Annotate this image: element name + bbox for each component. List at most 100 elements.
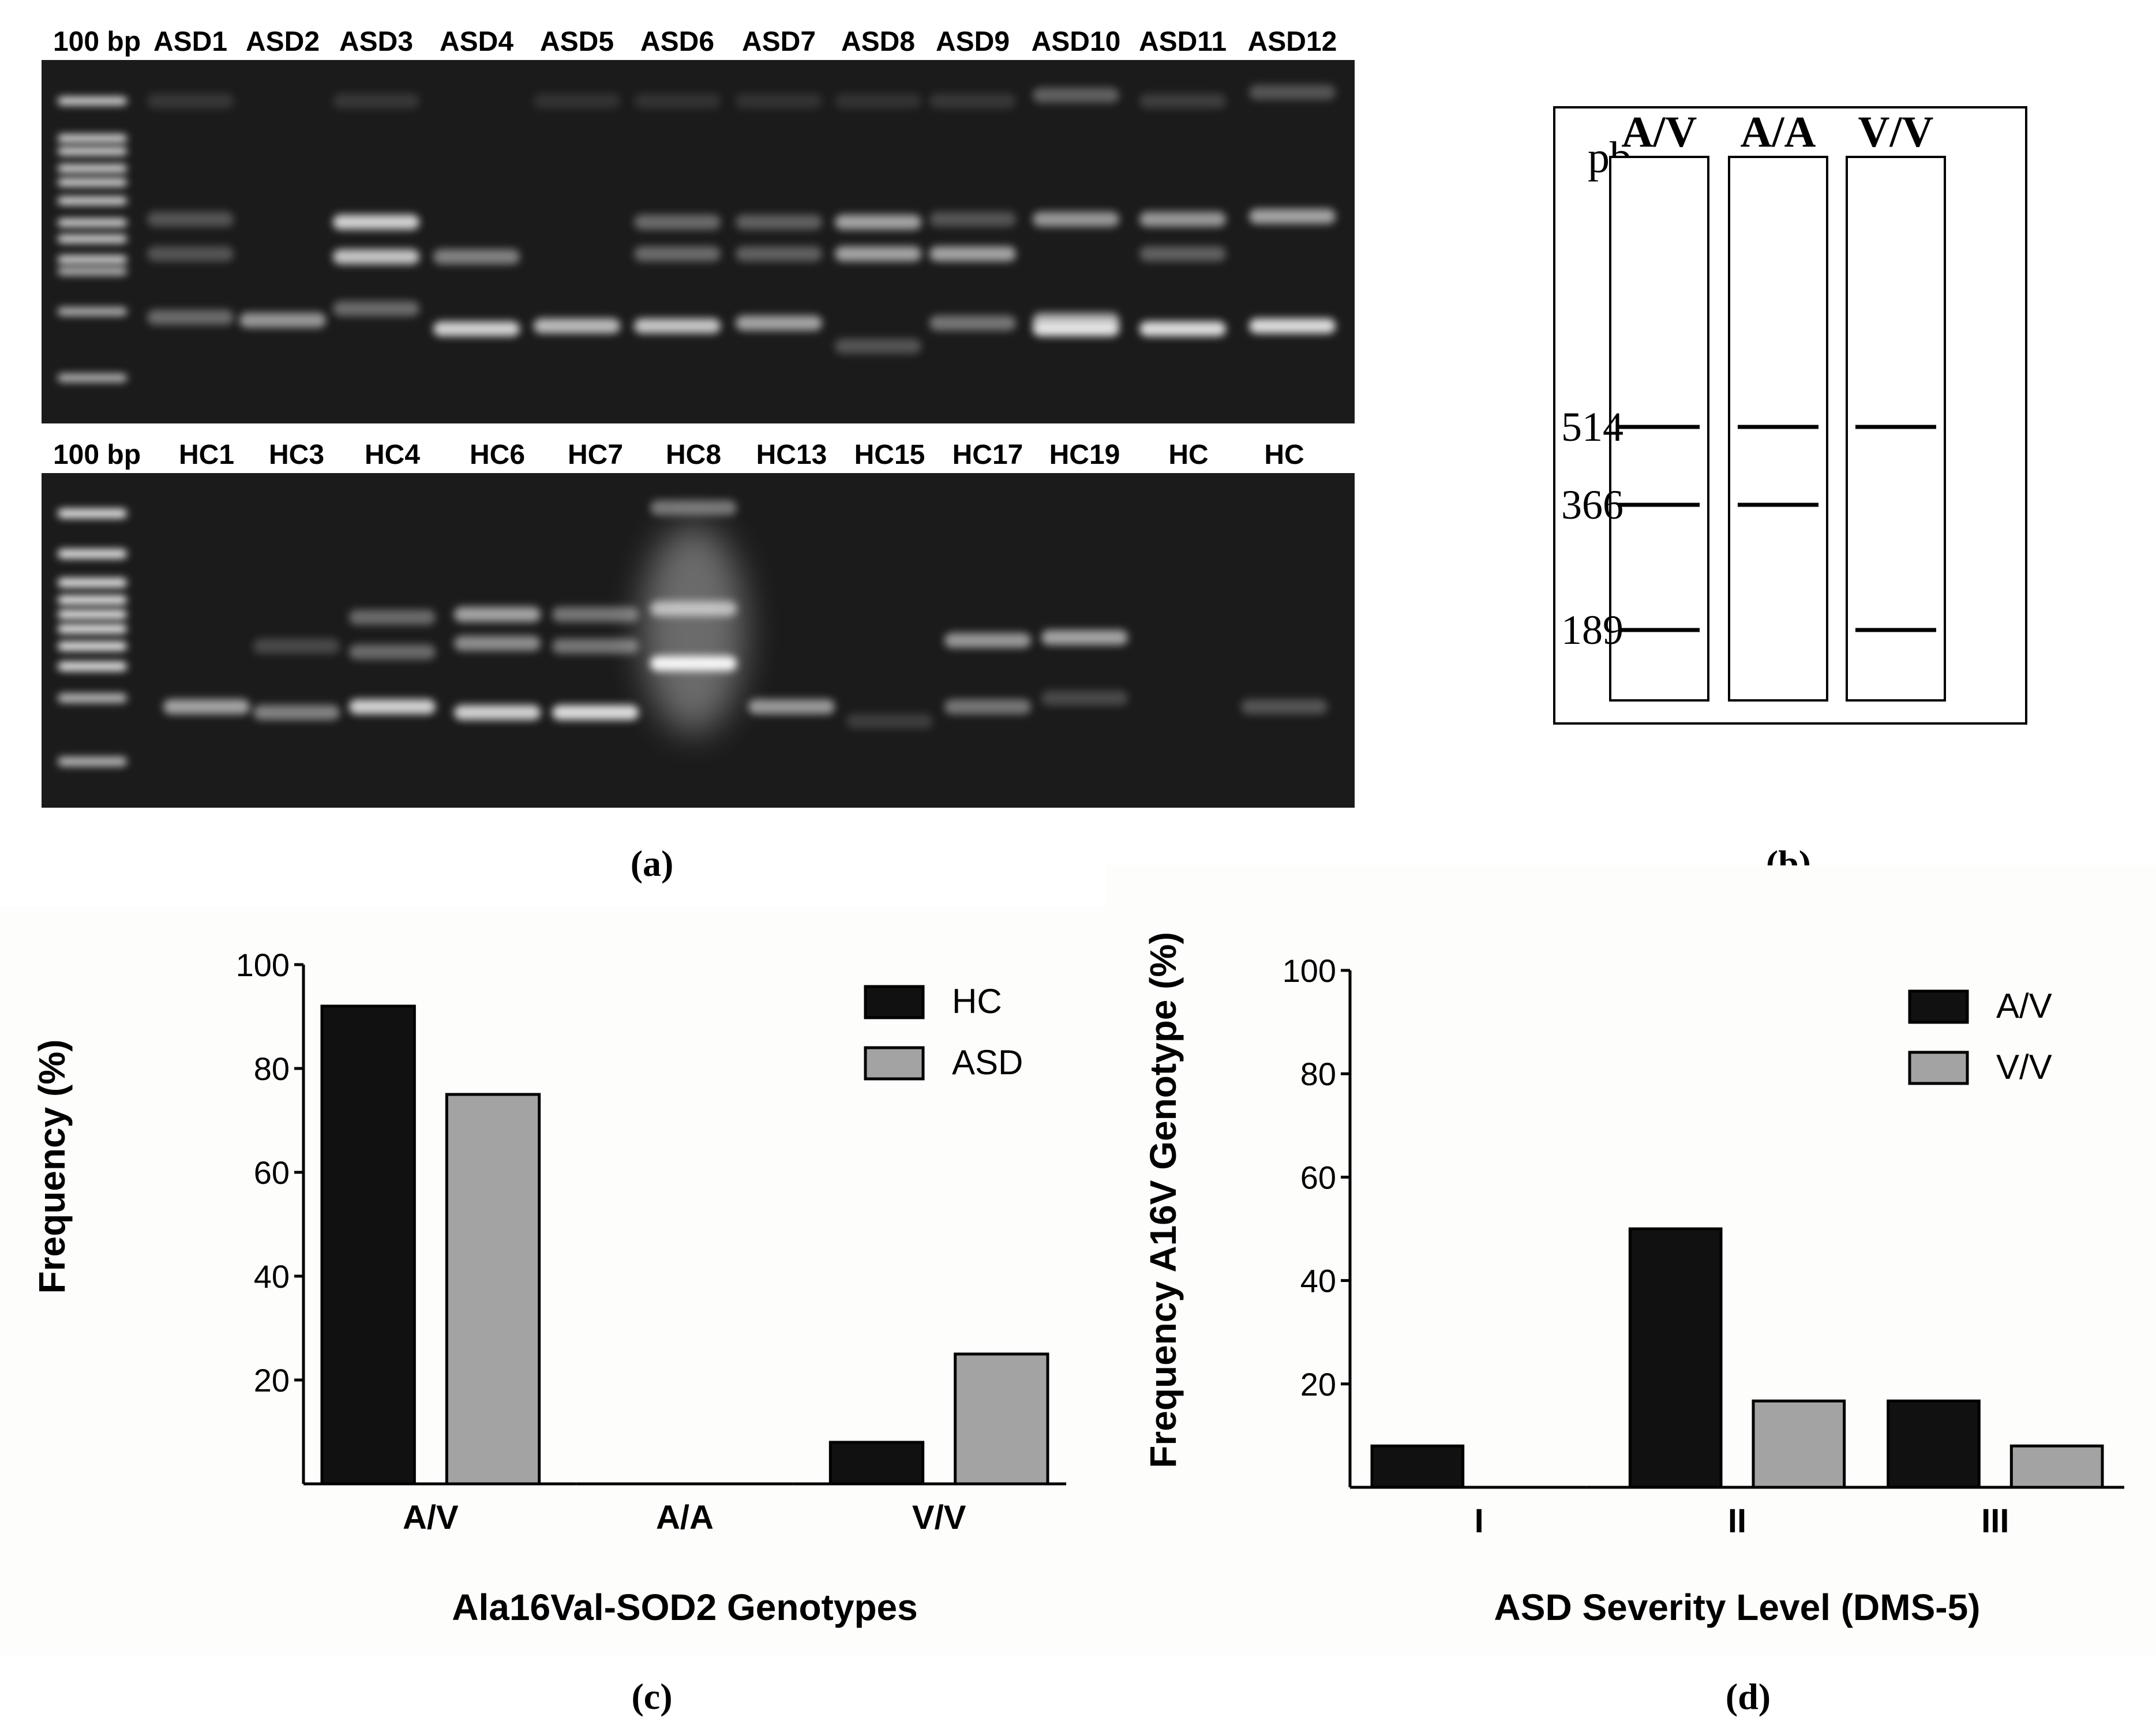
- gel-band: [634, 215, 721, 230]
- gel-band: [552, 639, 639, 654]
- gel-top-lane-label: ASD6: [640, 27, 714, 57]
- gel-band: [147, 212, 234, 227]
- y-tick-label: 60: [1300, 1159, 1336, 1195]
- gel-band: [1139, 93, 1226, 108]
- gel-band: [58, 197, 127, 205]
- schematic-lane-label: V/V: [1858, 108, 1934, 156]
- x-tick-label: III: [1981, 1502, 2009, 1540]
- y-tick-label: 60: [254, 1154, 290, 1191]
- legend-label: V/V: [1996, 1048, 2052, 1086]
- gel-top-lane-label: ASD2: [246, 27, 320, 57]
- gel-band: [1139, 246, 1226, 261]
- gel-bottom-lane-label: HC8: [666, 440, 721, 470]
- gel-band: [846, 714, 933, 729]
- gel-top-lane-label: ASD3: [339, 27, 413, 57]
- gel-band: [253, 639, 340, 654]
- gel-band: [253, 705, 340, 720]
- gel-band: [944, 699, 1031, 714]
- gel-band: [58, 693, 127, 703]
- gel-band: [634, 246, 721, 261]
- gel-band: [736, 316, 822, 331]
- gel-band: [58, 549, 127, 558]
- gel-bottom-lane-label: HC1: [179, 440, 234, 470]
- gel-band: [1249, 209, 1336, 224]
- gel-band: [58, 757, 127, 766]
- gel-band: [1139, 321, 1226, 336]
- gel-band: [454, 705, 541, 720]
- gel-band: [1249, 318, 1336, 333]
- legend-swatch: [864, 985, 925, 1019]
- x-tick-label: II: [1728, 1502, 1746, 1540]
- bar-hc-av: [320, 1004, 416, 1486]
- bar-vv-ii: [1752, 1399, 1846, 1489]
- bar-av-ii: [1628, 1227, 1723, 1489]
- gel-band: [929, 93, 1016, 108]
- gel-bottom-lane-label: HC17: [953, 440, 1023, 470]
- gel-bottom-lane-label: HC15: [854, 440, 925, 470]
- gel-band: [58, 308, 127, 316]
- legend-label: HC: [952, 982, 1002, 1021]
- schematic-frame: [1553, 106, 2027, 725]
- gel-bottom-lane-label: HC: [1168, 440, 1208, 470]
- gel-band: [239, 313, 326, 328]
- legend-swatch: [1908, 989, 1969, 1024]
- gel-band: [58, 97, 127, 105]
- gel-band: [552, 705, 639, 720]
- gel-top-lane-label: ASD11: [1139, 27, 1227, 57]
- panel-c-caption: (c): [631, 1676, 672, 1717]
- gel-band: [58, 578, 127, 587]
- gel-band: [58, 235, 127, 243]
- legend-label: ASD: [952, 1043, 1023, 1082]
- gel-bottom-lane-label: HC7: [568, 440, 623, 470]
- gel-band: [58, 595, 127, 605]
- bar-asd-vv: [954, 1352, 1049, 1486]
- gel-top-lane-label: ASD10: [1032, 27, 1121, 57]
- legend-swatch: [864, 1046, 925, 1081]
- gel-band: [433, 321, 520, 336]
- bar-asd-av: [445, 1093, 541, 1486]
- gel-band: [835, 246, 921, 261]
- legend-label: A/V: [1996, 987, 2052, 1025]
- gel-band: [58, 662, 127, 671]
- gel-band: [929, 246, 1016, 261]
- gel-band: [1041, 691, 1128, 706]
- bar-av-iii: [1887, 1399, 1981, 1489]
- y-tick-label: 40: [254, 1258, 290, 1295]
- gel-bottom-lane-label: HC13: [756, 440, 827, 470]
- gel-band: [1033, 88, 1119, 103]
- gel-band: [634, 93, 721, 108]
- gel-top-bands: [58, 85, 1336, 382]
- schematic-size-label: 366: [1561, 482, 1623, 528]
- gel-band: [163, 699, 250, 714]
- gel-band: [1033, 212, 1119, 227]
- gel-band: [944, 633, 1031, 648]
- gel-band: [736, 215, 822, 230]
- legend-swatch: [1908, 1051, 1969, 1085]
- gel-bottom-lane-label: HC4: [365, 440, 420, 470]
- bar-vv-iii: [2009, 1444, 2104, 1489]
- y-axis-title: Frequency (%): [31, 1040, 73, 1294]
- panel-a-caption: (a): [631, 843, 674, 884]
- gel-band: [650, 500, 737, 515]
- gel-top-lane-label: ASD1: [153, 27, 227, 57]
- gel-smear: [642, 525, 745, 733]
- x-axis-title: Ala16Val-SOD2 Genotypes: [452, 1587, 917, 1628]
- panel-d-caption: (d): [1726, 1676, 1771, 1717]
- gel-band: [58, 256, 127, 264]
- gel-band: [736, 246, 822, 261]
- x-tick-label: A/V: [403, 1499, 459, 1536]
- gel-top-lane-label: ASD9: [936, 27, 1010, 57]
- gel-band: [58, 267, 127, 275]
- gel-band: [929, 212, 1016, 227]
- gel-band: [333, 249, 419, 264]
- y-tick-label: 100: [1283, 952, 1336, 989]
- gel-band: [835, 93, 921, 108]
- panel-c-background: [0, 906, 1107, 1656]
- schematic-lane-label: A/V: [1622, 108, 1697, 156]
- gel-band: [333, 93, 419, 108]
- gel-top-lane-label: ASD7: [742, 27, 816, 57]
- gel-band: [552, 607, 639, 622]
- gel-top-lane-label: ASD8: [841, 27, 915, 57]
